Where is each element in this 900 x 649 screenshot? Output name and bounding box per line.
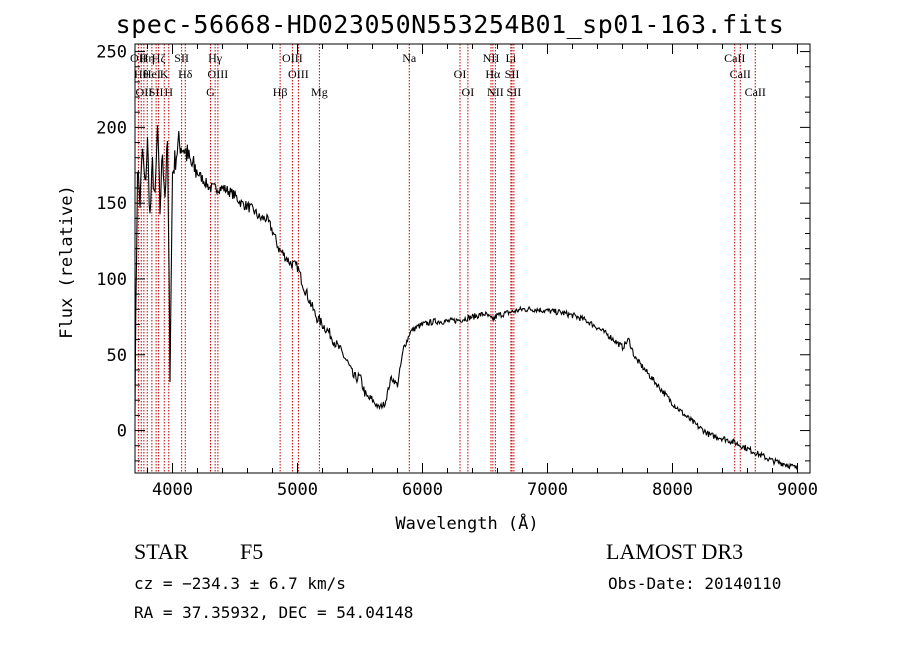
- spectral-line-label: Hα: [485, 67, 501, 81]
- x-tick-label: 5000: [277, 480, 318, 500]
- spectral-line-label: Hγ: [208, 51, 223, 65]
- spectral-line-label: G: [206, 85, 215, 99]
- coordinates: RA = 37.35932, DEC = 54.04148: [134, 603, 414, 622]
- spectral-line-label: OI: [462, 85, 475, 99]
- spectral-line-label: OI: [454, 67, 467, 81]
- object-subclass: F5: [240, 539, 264, 564]
- spectral-line-label: OIII: [282, 51, 303, 65]
- x-axis-label: Wavelength (Å): [395, 512, 538, 534]
- spectral-line-label: CaII: [724, 51, 745, 65]
- spectral-line-label: OII: [136, 85, 153, 99]
- object-class: STAR: [134, 539, 189, 564]
- spectral-line-label: CaII: [745, 85, 766, 99]
- spectral-line-label: SII: [505, 67, 520, 81]
- y-tick-label: 50: [107, 346, 127, 366]
- spectral-line-label: Hδ: [178, 67, 193, 81]
- spectral-line-label: Hη: [140, 51, 155, 65]
- plot-frame: [134, 43, 811, 474]
- spectral-line-label: H: [164, 85, 173, 99]
- x-tick-label: 6000: [402, 480, 443, 500]
- spectral-line-label: SII: [507, 85, 522, 99]
- spectral-line-markers: [137, 44, 756, 473]
- spectral-line-label: OIII: [208, 67, 229, 81]
- y-tick-label: 100: [96, 270, 127, 290]
- spectral-line-label: SII: [174, 51, 189, 65]
- x-tick-label: 8000: [652, 480, 693, 500]
- axis-tick-labels: 4000 5000 6000 7000 8000 9000 0 50 100 150 200 250: [96, 43, 818, 500]
- y-tick-label: 150: [96, 194, 127, 214]
- chart-title: spec-56668-HD023050N553254B01_sp01-163.f…: [115, 10, 785, 39]
- spectral-line-label: SII: [149, 85, 164, 99]
- spectral-line-label: Mg: [311, 85, 328, 99]
- spectral-line-label: Hζ: [152, 51, 166, 65]
- spectral-line-label: NII: [487, 85, 504, 99]
- x-tick-label: 7000: [527, 480, 568, 500]
- spectral-line-label: OII: [130, 51, 147, 65]
- spectral-line-label: Li: [506, 51, 517, 65]
- x-tick-label: 9000: [777, 480, 818, 500]
- spectral-line-labels: OIIHθOIIHηHeISIIHζKHSIIHδGHγOIIIHβOIIIOI…: [130, 51, 766, 99]
- spectral-line-label: Hβ: [273, 85, 288, 99]
- survey-name: LAMOST DR3: [606, 539, 744, 564]
- spectrum-line: [134, 125, 798, 470]
- spectral-line-label: NII: [483, 51, 500, 65]
- spectral-line-label: Hθ: [134, 67, 149, 81]
- spectral-line-label: HeI: [143, 67, 161, 81]
- y-tick-label: 250: [96, 43, 127, 63]
- y-axis-label: Flux (relative): [57, 185, 77, 339]
- spectral-line-label: K: [160, 67, 169, 81]
- axis-ticks: [135, 44, 810, 473]
- y-tick-label: 0: [117, 422, 127, 442]
- observation-date: Obs-Date: 20140110: [608, 574, 782, 593]
- redshift-velocity: cz = −234.3 ± 6.7 km/s: [134, 574, 346, 593]
- y-tick-label: 200: [96, 118, 127, 138]
- spectral-line-label: OIII: [288, 67, 309, 81]
- spectral-line-label: CaII: [730, 67, 751, 81]
- x-tick-label: 4000: [152, 480, 193, 500]
- spectral-line-label: Na: [402, 51, 417, 65]
